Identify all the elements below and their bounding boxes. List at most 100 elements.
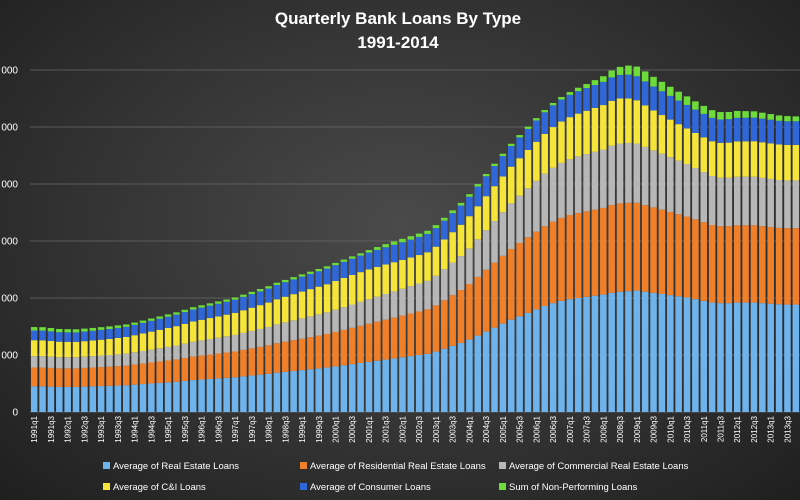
bar-segment-series-6 bbox=[56, 328, 63, 333]
x-tick-label: 2000q3 bbox=[348, 415, 357, 442]
bar-segment-series-3 bbox=[708, 176, 716, 226]
bar-segment-series-1 bbox=[457, 343, 465, 412]
bar-segment-series-6 bbox=[708, 110, 716, 118]
bar-segment-series-6 bbox=[775, 115, 783, 121]
bar-segment-series-1 bbox=[64, 386, 71, 412]
bar-segment-series-4 bbox=[298, 291, 306, 319]
bar-segment-series-4 bbox=[775, 144, 783, 181]
x-tick-label: 2006q3 bbox=[549, 415, 558, 442]
bar-segment-series-5 bbox=[683, 104, 691, 129]
bar-segment-series-1 bbox=[499, 323, 507, 412]
bar-segment-series-3 bbox=[692, 168, 699, 220]
bar-segment-series-2 bbox=[181, 358, 189, 381]
bar-segment-series-4 bbox=[156, 329, 163, 349]
bar-segment-series-2 bbox=[173, 359, 180, 382]
x-tick-label: 2013q3 bbox=[783, 415, 792, 442]
bar-segment-series-3 bbox=[683, 164, 691, 217]
bar-segment-series-6 bbox=[407, 236, 415, 240]
bar-segment-series-2 bbox=[30, 367, 38, 387]
bar-segment-series-6 bbox=[206, 303, 214, 306]
bar-segment-series-3 bbox=[298, 318, 306, 339]
bar-segment-series-4 bbox=[541, 133, 548, 174]
bar-segment-series-6 bbox=[231, 297, 239, 300]
bar-segment-series-3 bbox=[56, 357, 63, 369]
bar-segment-series-3 bbox=[633, 143, 641, 203]
bar-segment-series-6 bbox=[574, 87, 582, 92]
bar-segment-series-6 bbox=[524, 126, 532, 129]
bar-segment-series-4 bbox=[516, 158, 523, 196]
bar-segment-series-5 bbox=[89, 330, 97, 341]
bar-segment-series-1 bbox=[365, 361, 373, 412]
bar-segment-series-5 bbox=[198, 307, 205, 320]
bar-segment-series-6 bbox=[750, 111, 758, 118]
bar-segment-series-4 bbox=[700, 137, 708, 173]
bar-segment-series-6 bbox=[348, 256, 356, 259]
bar-segment-series-5 bbox=[282, 282, 289, 297]
bar-segment-series-4 bbox=[566, 117, 574, 160]
bar-segment-series-2 bbox=[415, 311, 423, 355]
bar-segment-series-2 bbox=[457, 290, 465, 344]
bar-segment-series-2 bbox=[265, 345, 272, 374]
bar-segment-series-5 bbox=[106, 329, 113, 339]
bar-segment-series-2 bbox=[466, 284, 473, 340]
bar-segment-series-4 bbox=[357, 272, 364, 302]
bar-segment-series-1 bbox=[390, 358, 398, 412]
x-tick-label: 1992q1 bbox=[64, 415, 73, 442]
bar-segment-series-3 bbox=[173, 345, 180, 360]
bar-segment-series-4 bbox=[591, 107, 599, 152]
bar-segment-series-3 bbox=[114, 354, 122, 367]
bar-segment-series-1 bbox=[415, 355, 423, 412]
bar-segment-series-3 bbox=[600, 149, 607, 208]
bar-segment-series-4 bbox=[122, 336, 130, 354]
bar-segment-series-1 bbox=[616, 291, 624, 412]
x-tick-label: 2007q1 bbox=[566, 415, 575, 442]
bar-segment-series-1 bbox=[507, 319, 515, 412]
bar-segment-series-2 bbox=[198, 355, 205, 380]
bar-segment-series-6 bbox=[273, 282, 281, 285]
bar-segment-series-6 bbox=[415, 233, 423, 237]
bar-segment-series-5 bbox=[608, 77, 615, 101]
bar-segment-series-2 bbox=[692, 219, 699, 300]
bar-segment-series-4 bbox=[56, 341, 63, 358]
bar-segment-series-4 bbox=[215, 316, 222, 338]
bar-segment-series-5 bbox=[708, 117, 716, 142]
bar-segment-series-5 bbox=[499, 156, 507, 177]
bar-segment-series-5 bbox=[524, 128, 532, 150]
bar-segment-series-2 bbox=[507, 248, 515, 320]
bar-segment-series-1 bbox=[608, 292, 615, 412]
bar-segment-series-5 bbox=[650, 86, 657, 111]
bar-segment-series-3 bbox=[290, 320, 297, 341]
bar-segment-series-6 bbox=[541, 110, 548, 113]
bar-segment-series-2 bbox=[273, 343, 281, 373]
bar-segment-series-6 bbox=[122, 324, 130, 327]
bar-segment-series-4 bbox=[189, 321, 197, 342]
bar-segment-series-3 bbox=[725, 177, 733, 227]
bar-segment-series-2 bbox=[625, 202, 632, 292]
bar-segment-series-1 bbox=[215, 378, 222, 412]
bar-segment-series-3 bbox=[72, 357, 80, 369]
bar-segment-series-1 bbox=[692, 299, 699, 412]
bar-segment-series-5 bbox=[248, 294, 256, 308]
bar-segment-series-3 bbox=[64, 357, 71, 369]
bar-segment-series-6 bbox=[399, 238, 406, 243]
bar-segment-series-1 bbox=[725, 303, 733, 412]
bar-segment-series-1 bbox=[231, 377, 239, 412]
bar-segment-series-6 bbox=[717, 112, 724, 120]
bar-segment-series-4 bbox=[97, 339, 105, 356]
bar-segment-series-1 bbox=[206, 378, 214, 412]
bar-segment-series-2 bbox=[566, 215, 574, 300]
bar-segment-series-3 bbox=[549, 167, 557, 222]
bar-segment-series-3 bbox=[357, 301, 364, 326]
bar-segment-series-1 bbox=[114, 385, 122, 412]
bar-segment-series-6 bbox=[223, 299, 230, 302]
bar-segment-series-1 bbox=[164, 382, 172, 412]
bar-segment-series-6 bbox=[499, 153, 507, 157]
bar-segment-series-2 bbox=[524, 237, 532, 313]
bar-segment-series-5 bbox=[215, 303, 222, 317]
bar-segment-series-4 bbox=[415, 255, 423, 284]
bar-segment-series-3 bbox=[424, 280, 431, 310]
bar-segment-series-2 bbox=[608, 205, 615, 293]
bar-segment-series-1 bbox=[173, 381, 180, 412]
bar-segment-series-3 bbox=[566, 159, 574, 216]
legend-label: Sum of Non-Performing Loans bbox=[509, 482, 638, 493]
